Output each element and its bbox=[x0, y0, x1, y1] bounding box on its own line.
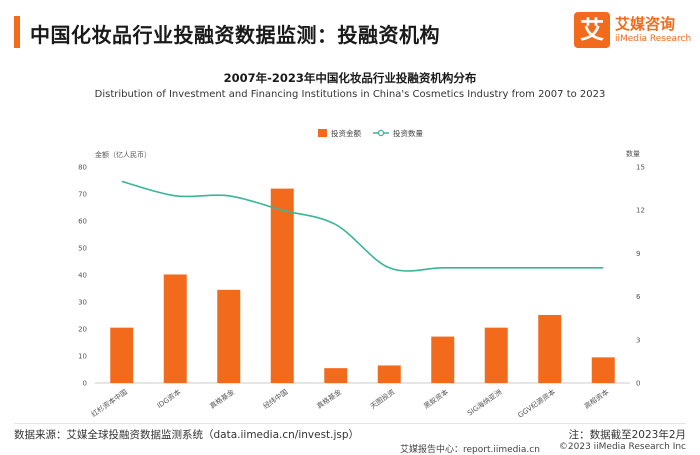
y-left-tick-label: 70 bbox=[78, 191, 87, 199]
x-tick-label: 天图投资 bbox=[368, 387, 396, 410]
x-tick-label: 黑蚁资本 bbox=[422, 387, 450, 410]
legend-line-label: 投资数量 bbox=[393, 128, 423, 138]
bar bbox=[324, 368, 348, 383]
page-title: 中国化妆品行业投融资数据监测：投融资机构 bbox=[30, 23, 440, 47]
bar bbox=[110, 327, 134, 383]
bar bbox=[538, 314, 562, 383]
copyright: ©2023 iiMedia Research Inc bbox=[558, 442, 686, 452]
x-tick-label: SIG海纳亚洲 bbox=[466, 387, 504, 417]
y-right-tick-label: 9 bbox=[636, 250, 640, 258]
x-tick-label: 真格基金 bbox=[208, 387, 236, 410]
y-left-tick-label: 20 bbox=[78, 326, 87, 334]
bar bbox=[217, 289, 241, 383]
legend-bar-swatch bbox=[318, 129, 327, 137]
bar bbox=[431, 336, 455, 383]
y-right-tick-label: 6 bbox=[636, 293, 641, 301]
y-left-tick-label: 30 bbox=[78, 299, 87, 307]
x-tick-label: 经纬中国 bbox=[261, 387, 289, 410]
bar bbox=[377, 365, 401, 383]
bar bbox=[163, 274, 187, 383]
y-axis-right-title: 数量 bbox=[626, 149, 640, 158]
x-tick-label: 高榕资本 bbox=[582, 387, 610, 410]
bar bbox=[591, 357, 615, 383]
footer-divider bbox=[14, 423, 686, 424]
header-accent-bar bbox=[14, 16, 20, 48]
header: 中国化妆品行业投融资数据监测：投融资机构 艾 艾媒咨询 iiMedia Rese… bbox=[0, 0, 700, 62]
y-left-tick-label: 0 bbox=[83, 380, 87, 388]
x-tick-label: GGV纪源资本 bbox=[516, 387, 557, 419]
chart-subtitle: Distribution of Investment and Financing… bbox=[94, 89, 606, 100]
data-source: 数据来源：艾媒全球投融资数据监测系统（data.iimedia.cn/inves… bbox=[14, 429, 360, 441]
brand-name-cn: 艾媒咨询 bbox=[615, 15, 676, 33]
bar bbox=[484, 327, 508, 383]
bar bbox=[270, 188, 294, 383]
brand-mark-icon: 艾 bbox=[574, 12, 610, 48]
y-left-tick-label: 80 bbox=[78, 164, 87, 172]
legend-bar-label: 投资金额 bbox=[331, 128, 361, 138]
y-axis-left-title: 金额（亿人民币） bbox=[95, 150, 151, 159]
y-right-tick-label: 0 bbox=[636, 380, 640, 388]
data-note: 注：数据截至2023年2月 bbox=[568, 429, 686, 441]
x-tick-label: 红杉资本中国 bbox=[89, 387, 129, 418]
brand-name-en: iiMedia Research bbox=[615, 34, 692, 44]
x-tick-label: IDG资本 bbox=[155, 387, 182, 410]
chart-title: 2007年-2023年中国化妆品行业投融资机构分布 bbox=[223, 71, 477, 85]
report-center-link[interactable]: 艾媒报告中心：report.iimedia.cn bbox=[400, 445, 540, 455]
y-left-tick-label: 50 bbox=[78, 245, 87, 253]
y-right-tick-label: 3 bbox=[636, 336, 640, 344]
y-left-tick-label: 10 bbox=[78, 353, 87, 361]
legend-line-marker bbox=[377, 129, 385, 137]
y-left-tick-label: 40 bbox=[78, 272, 87, 280]
brand-logo[interactable]: 艾 艾媒咨询 iiMedia Research bbox=[574, 12, 691, 52]
y-right-tick-label: 15 bbox=[636, 164, 645, 172]
count-line bbox=[121, 180, 604, 272]
x-tick-label: 真格基金 bbox=[315, 387, 343, 410]
y-left-tick-label: 60 bbox=[78, 218, 87, 226]
y-right-tick-label: 12 bbox=[636, 207, 645, 215]
